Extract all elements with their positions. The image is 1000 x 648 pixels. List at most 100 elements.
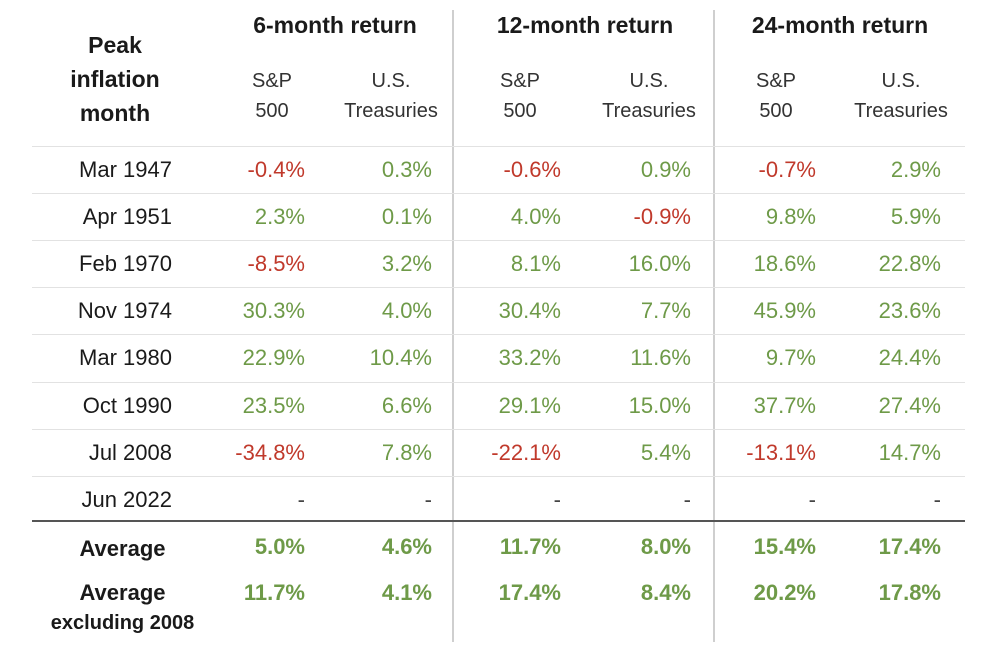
row-divider	[32, 334, 965, 336]
value-cell: 37.7%	[753, 392, 816, 418]
value-cell: 5.4%	[640, 439, 691, 465]
average-value-cell: 20.2%	[753, 580, 816, 605]
subheader-treasuries-12m: U.S. Treasuries	[586, 66, 712, 126]
row-divider	[32, 428, 965, 430]
value-cell: 9.7%	[765, 345, 816, 371]
value-cell: 15.0%	[628, 392, 691, 418]
value-cell: -0.7%	[758, 157, 816, 182]
value-cell: -0.4%	[247, 157, 305, 182]
month-cell: Nov 1974	[77, 298, 172, 324]
row-divider	[32, 146, 965, 147]
value-cell: 11.6%	[630, 345, 691, 371]
month-cell: Apr 1951	[82, 204, 172, 230]
value-cell: 16.0%	[628, 251, 691, 277]
value-cell: -34.8%	[235, 439, 305, 465]
row-divider	[32, 240, 965, 242]
value-cell: 22.8%	[878, 251, 941, 277]
row-divider	[32, 475, 965, 477]
subheader-sp500-6m: S&P 500	[222, 66, 322, 126]
value-cell: 5.9%	[890, 204, 941, 230]
average-value-cell: 4.6%	[381, 534, 432, 559]
value-cell: -	[424, 486, 432, 512]
subheader-line: S&P	[499, 70, 541, 92]
average-label-line: excluding 2008	[50, 612, 195, 634]
subheader-line: Treasuries	[602, 100, 696, 122]
value-cell: 27.4%	[878, 392, 941, 418]
value-cell: 30.4%	[498, 298, 561, 324]
value-cell: 14.7%	[878, 439, 941, 465]
value-cell: -22.1%	[491, 439, 561, 465]
subheader-line: U.S.	[629, 70, 669, 92]
value-cell: 3.2%	[381, 251, 432, 277]
month-cell: Jun 2022	[81, 486, 172, 512]
average-label-line: Average	[79, 536, 166, 561]
average-value-cell: 5.0%	[254, 534, 305, 559]
average-value-cell: 11.7%	[499, 534, 561, 559]
subheader-line: Treasuries	[344, 100, 438, 122]
group-header-6-month: 6-month return	[253, 12, 417, 38]
value-cell: 18.6%	[753, 251, 816, 277]
row-divider	[32, 193, 965, 195]
value-cell: 22.9%	[242, 345, 305, 371]
value-cell: 0.3%	[381, 157, 432, 182]
average-value-cell: 17.4%	[878, 534, 941, 559]
subheader-line: 500	[503, 100, 537, 122]
month-cell: Mar 1947	[79, 157, 172, 182]
value-cell: 4.0%	[510, 204, 561, 230]
average-value-cell: 8.4%	[640, 580, 691, 605]
value-cell: -	[933, 486, 941, 512]
average-label-line: Average	[79, 580, 166, 605]
value-cell: 23.5%	[242, 392, 305, 418]
subheader-line: U.S.	[371, 70, 411, 92]
value-cell: 7.8%	[381, 439, 432, 465]
value-cell: 30.3%	[242, 298, 305, 324]
average-separator-line	[32, 520, 965, 522]
month-cell: Oct 1990	[82, 392, 172, 418]
subheader-line: S&P	[251, 70, 293, 92]
month-cell: Feb 1970	[79, 251, 172, 277]
header-line: Peak	[88, 32, 142, 58]
value-cell: 10.4%	[369, 345, 432, 371]
value-cell: 0.9%	[640, 157, 691, 182]
value-cell: 7.7%	[640, 298, 691, 324]
value-cell: -	[808, 486, 816, 512]
value-cell: 4.0%	[381, 298, 432, 324]
row-divider	[32, 381, 965, 383]
group-header-24-month: 24-month return	[751, 12, 929, 38]
value-cell: 0.1%	[381, 204, 432, 230]
average-label: Average excluding 2008	[20, 578, 225, 638]
value-cell: -0.9%	[633, 204, 691, 230]
column-group-divider	[452, 10, 454, 642]
column-group-divider	[713, 10, 715, 642]
month-cell: Mar 1980	[79, 345, 172, 371]
average-value-cell: 15.4%	[753, 534, 816, 559]
value-cell: 23.6%	[878, 298, 941, 324]
header-line: inflation	[70, 66, 160, 92]
value-cell: 6.6%	[381, 392, 432, 418]
average-value-cell: 17.8%	[878, 580, 941, 605]
subheader-line: Treasuries	[854, 100, 948, 122]
value-cell: 9.8%	[765, 204, 816, 230]
value-cell: -0.6%	[503, 157, 561, 182]
average-value-cell: 8.0%	[640, 534, 691, 559]
value-cell: 33.2%	[498, 345, 561, 371]
value-cell: 24.4%	[878, 345, 941, 371]
header-line: month	[79, 100, 151, 126]
value-cell: 45.9%	[753, 298, 816, 324]
average-value-cell: 11.7%	[243, 580, 305, 605]
subheader-line: S&P	[755, 70, 797, 92]
subheader-sp500-12m: S&P 500	[470, 66, 570, 126]
value-cell: 2.3%	[254, 204, 305, 230]
value-cell: -8.5%	[247, 251, 305, 277]
value-cell: 29.1%	[498, 392, 561, 418]
average-label: Average	[20, 534, 225, 564]
month-cell: Jul 2008	[88, 439, 172, 465]
value-cell: -	[297, 486, 305, 512]
value-cell: -	[553, 486, 561, 512]
value-cell: -	[683, 486, 691, 512]
average-value-cell: 17.4%	[498, 580, 561, 605]
average-value-cell: 4.1%	[381, 580, 432, 605]
subheader-line: 500	[759, 100, 793, 122]
group-header-12-month: 12-month return	[496, 12, 674, 38]
